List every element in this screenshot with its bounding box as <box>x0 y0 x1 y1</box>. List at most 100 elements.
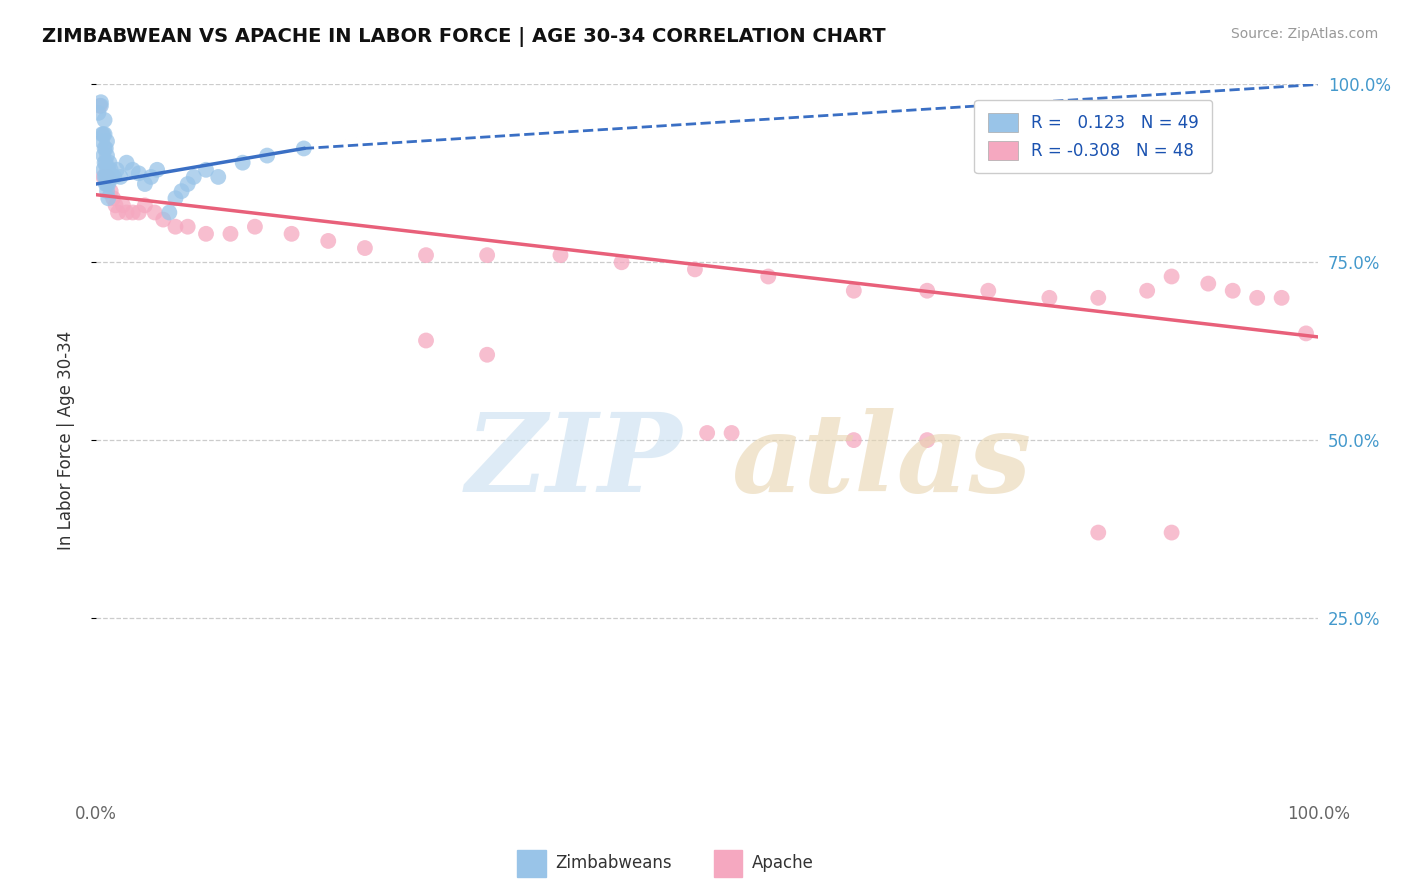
Point <box>110 169 132 184</box>
Point <box>104 198 127 212</box>
Point <box>94 141 117 155</box>
Point <box>96 184 118 198</box>
Point <box>94 169 117 184</box>
Point <box>90 99 112 113</box>
Point <box>165 191 187 205</box>
Point <box>1197 277 1219 291</box>
Point <box>103 169 125 184</box>
Point <box>96 169 118 184</box>
Text: Zimbabweans: Zimbabweans <box>555 855 672 872</box>
Point <box>111 198 134 212</box>
Point <box>100 184 122 198</box>
Text: ZIP: ZIP <box>465 408 683 516</box>
Point <box>415 334 437 348</box>
Point <box>1038 291 1060 305</box>
Point <box>96 148 118 162</box>
Point <box>94 155 117 169</box>
Point <box>1271 291 1294 305</box>
Point <box>219 227 242 241</box>
Point <box>97 177 120 191</box>
Bar <box>714 850 742 877</box>
Point <box>1295 326 1317 341</box>
Point <box>977 284 1000 298</box>
Point <box>1222 284 1244 298</box>
Point <box>107 205 129 219</box>
Point <box>143 205 166 219</box>
Point <box>292 141 315 155</box>
Point <box>756 269 779 284</box>
Point <box>91 127 114 141</box>
Point <box>115 205 138 219</box>
Point <box>100 162 122 177</box>
Point <box>550 248 572 262</box>
Point <box>842 284 865 298</box>
Point <box>96 134 118 148</box>
Point <box>280 227 302 241</box>
Point <box>720 425 742 440</box>
Point <box>89 99 111 113</box>
Point <box>183 169 205 184</box>
Point <box>128 166 150 180</box>
Point <box>915 284 938 298</box>
Point <box>93 148 115 162</box>
Point <box>232 155 254 169</box>
Point <box>101 169 124 184</box>
Point <box>157 205 180 219</box>
Point <box>93 127 115 141</box>
Point <box>115 155 138 169</box>
Point <box>93 127 115 141</box>
Point <box>93 162 115 177</box>
Point <box>165 219 187 234</box>
Point <box>128 205 150 219</box>
Point <box>96 162 118 177</box>
Point <box>1246 291 1268 305</box>
Point <box>610 255 633 269</box>
Point <box>170 184 193 198</box>
Point <box>98 169 121 184</box>
Point <box>94 177 117 191</box>
Point <box>97 191 120 205</box>
Point <box>256 148 278 162</box>
Point <box>243 219 266 234</box>
Point <box>915 433 938 447</box>
Point <box>176 219 198 234</box>
Point <box>1087 525 1109 540</box>
Point <box>176 177 198 191</box>
Text: Apache: Apache <box>752 855 814 872</box>
Point <box>1136 284 1159 298</box>
Point <box>842 433 865 447</box>
Point <box>93 113 115 128</box>
Point <box>93 155 115 169</box>
Point <box>152 212 174 227</box>
Point <box>93 169 115 184</box>
Point <box>105 162 128 177</box>
Point <box>475 248 498 262</box>
Text: ZIMBABWEAN VS APACHE IN LABOR FORCE | AGE 30-34 CORRELATION CHART: ZIMBABWEAN VS APACHE IN LABOR FORCE | AG… <box>42 27 886 46</box>
Point <box>696 425 718 440</box>
Point <box>1160 269 1182 284</box>
Point <box>121 205 143 219</box>
Point <box>93 141 115 155</box>
Point <box>475 348 498 362</box>
Point <box>90 95 112 110</box>
Point <box>97 162 120 177</box>
Point <box>354 241 377 255</box>
Point <box>195 162 218 177</box>
Point <box>97 169 120 184</box>
Legend: R =   0.123   N = 49, R = -0.308   N = 48: R = 0.123 N = 49, R = -0.308 N = 48 <box>974 100 1212 173</box>
Point <box>316 234 339 248</box>
Point <box>415 248 437 262</box>
Y-axis label: In Labor Force | Age 30-34: In Labor Force | Age 30-34 <box>58 330 75 549</box>
Point <box>98 155 121 169</box>
Point <box>101 191 124 205</box>
Point <box>121 162 143 177</box>
Point <box>1160 525 1182 540</box>
Point <box>1087 291 1109 305</box>
Text: Source: ZipAtlas.com: Source: ZipAtlas.com <box>1230 27 1378 41</box>
Point <box>134 177 156 191</box>
Point <box>87 106 110 120</box>
Point <box>683 262 706 277</box>
Point <box>93 169 115 184</box>
Point <box>96 177 118 191</box>
Point <box>195 227 218 241</box>
